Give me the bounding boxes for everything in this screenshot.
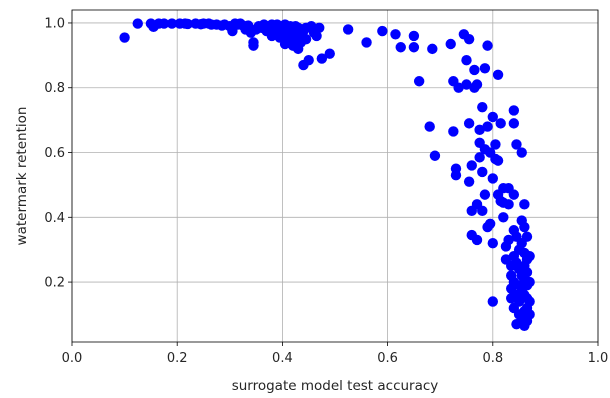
data-point (492, 69, 504, 80)
data-point (487, 111, 498, 123)
data-point (303, 55, 314, 66)
x-tick-label: 0.2 (167, 351, 188, 366)
data-point (119, 32, 130, 43)
data-point (487, 296, 498, 307)
y-tick-label: 1.0 (44, 16, 65, 31)
x-tick-label: 1.0 (588, 351, 609, 366)
data-point (314, 22, 325, 34)
y-tick-label: 0.4 (44, 211, 65, 226)
data-point (469, 64, 480, 76)
data-point (311, 30, 322, 42)
x-tick-label: 0.8 (482, 351, 503, 366)
data-point (492, 155, 504, 166)
data-point (524, 296, 535, 307)
data-point (429, 150, 441, 161)
data-point (482, 40, 493, 51)
data-point (361, 37, 372, 48)
y-tick-label: 0.2 (44, 276, 65, 291)
data-point (519, 199, 530, 210)
data-point (511, 139, 522, 150)
data-point (521, 267, 533, 278)
data-point (524, 309, 535, 320)
data-point (508, 118, 520, 129)
data-point (477, 101, 488, 113)
y-tick-label: 0.8 (44, 81, 65, 96)
data-point (461, 79, 472, 90)
x-axis-label: surrogate model test accuracy (232, 378, 439, 394)
data-point (474, 124, 485, 136)
data-point (503, 199, 514, 210)
data-point (471, 79, 483, 90)
scatter-points (119, 18, 535, 332)
data-point (132, 18, 143, 29)
data-point (487, 173, 498, 184)
data-point (479, 63, 491, 74)
data-point (524, 276, 535, 288)
data-point (521, 231, 533, 242)
data-point (508, 105, 520, 116)
data-point (487, 238, 498, 249)
data-point (324, 48, 335, 59)
data-point (300, 33, 312, 45)
data-point (158, 18, 170, 29)
data-point (482, 121, 493, 132)
data-point (508, 189, 520, 200)
data-point (450, 163, 462, 174)
data-point (408, 30, 420, 42)
data-point (503, 234, 514, 246)
data-point (342, 24, 354, 35)
data-point (463, 118, 475, 129)
data-point (498, 212, 509, 223)
data-point (182, 18, 193, 30)
data-point (474, 152, 485, 163)
y-tick-labels: 0.2 0.4 0.6 0.8 1.0 (44, 16, 65, 290)
data-point (408, 42, 420, 53)
x-tick-label: 0.6 (377, 351, 398, 366)
y-axis-label: watermark retention (14, 107, 30, 246)
data-point (490, 139, 501, 150)
y-tick-label: 0.6 (44, 146, 65, 161)
x-tick-label: 0.4 (272, 351, 293, 366)
data-point (516, 147, 527, 158)
data-point (390, 29, 401, 40)
data-point (477, 205, 488, 217)
data-point (471, 234, 483, 246)
data-point (495, 118, 506, 129)
data-point (519, 221, 530, 233)
data-point (413, 76, 425, 87)
data-point (524, 250, 535, 262)
data-point (448, 126, 459, 137)
data-point (466, 160, 477, 171)
x-tick-label: 0.0 (62, 351, 83, 366)
axes-frame (71, 9, 599, 343)
data-point (445, 38, 456, 50)
plot-area: 0.0 0.2 0.4 0.6 0.8 1.0 0.2 0.4 0.6 0.8 1.0 (44, 9, 609, 366)
data-point (424, 121, 435, 132)
data-point (248, 40, 259, 51)
data-point (453, 82, 464, 93)
data-point (463, 176, 475, 187)
x-tick-labels: 0.0 0.2 0.4 0.6 0.8 1.0 (62, 351, 609, 366)
data-point (166, 18, 178, 29)
data-point (463, 33, 475, 45)
data-point (377, 25, 388, 37)
data-point (316, 53, 328, 64)
data-point (427, 43, 438, 55)
tick-marks (68, 22, 599, 346)
data-point (477, 166, 488, 178)
data-point (395, 42, 406, 53)
data-point (479, 189, 491, 200)
data-point (461, 55, 472, 66)
data-point (484, 218, 496, 229)
